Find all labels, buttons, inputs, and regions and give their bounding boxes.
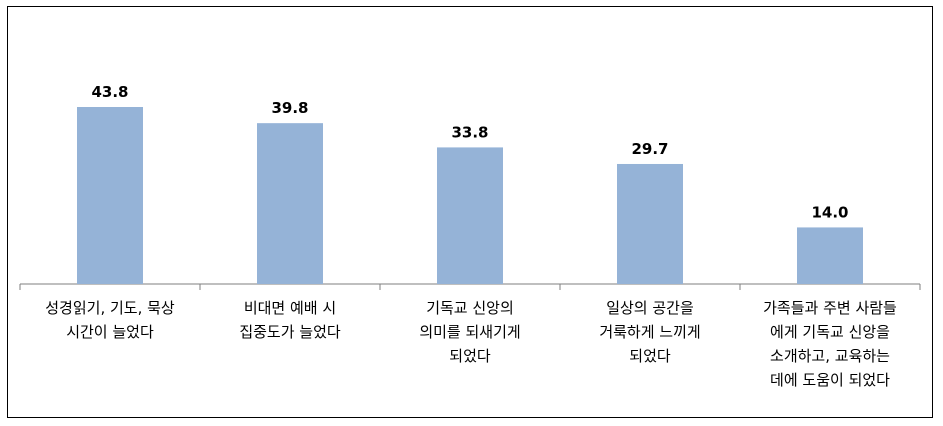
category-label-line: 데에 도움이 되었다: [770, 371, 890, 389]
data-label-2: 39.8: [271, 99, 308, 117]
data-label-5: 14.0: [811, 203, 848, 221]
category-label-line: 가족들과 주변 사람들: [763, 299, 897, 317]
category-label-line: 집중도가 늘었다: [239, 323, 341, 341]
category-label-line: 거룩하게 느끼게: [599, 323, 700, 341]
bar-5: [797, 227, 863, 284]
bar-2: [257, 123, 323, 284]
category-label-line: 시간이 늘었다: [66, 323, 154, 341]
bar-3: [437, 147, 503, 284]
data-label-4: 29.7: [631, 140, 668, 158]
data-label-1: 43.8: [91, 83, 128, 101]
category-label-line: 의미를 되새기게: [419, 323, 520, 341]
category-label-line: 기독교 신앙의: [426, 299, 514, 317]
bar-4: [617, 163, 683, 284]
category-label-line: 되었다: [449, 347, 491, 365]
category-label-line: 에게 기독교 신앙을: [770, 323, 890, 341]
category-label-line: 성경읽기, 기도, 묵상: [45, 299, 175, 317]
category-label-line: 소개하고, 교육하는: [770, 347, 890, 365]
category-label-line: 되었다: [629, 347, 671, 365]
category-label-line: 일상의 공간을: [606, 299, 694, 317]
bar-1: [77, 107, 143, 284]
category-label-line: 비대면 예배 시: [244, 299, 336, 317]
data-label-3: 33.8: [451, 123, 488, 141]
